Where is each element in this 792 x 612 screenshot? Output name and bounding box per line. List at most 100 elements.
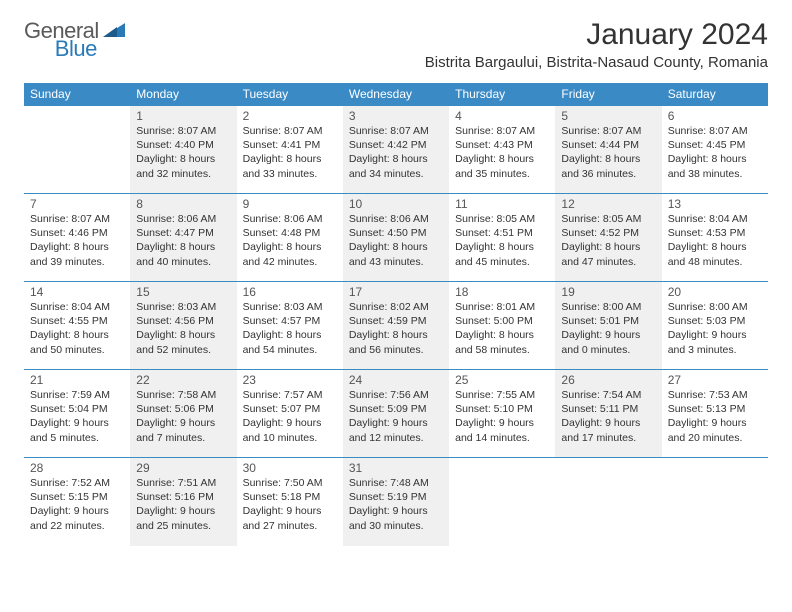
day-cell: 26Sunrise: 7:54 AMSunset: 5:11 PMDayligh… [555,370,661,458]
day-info: Sunrise: 7:55 AMSunset: 5:10 PMDaylight:… [455,388,549,445]
day-number: 2 [243,109,337,123]
day-number: 1 [136,109,230,123]
day-number: 31 [349,461,443,475]
empty-day-cell [555,458,661,546]
day-cell: 14Sunrise: 8:04 AMSunset: 4:55 PMDayligh… [24,282,130,370]
day-info: Sunrise: 7:58 AMSunset: 5:06 PMDaylight:… [136,388,230,445]
day-header: Sunday [24,83,130,106]
day-header: Thursday [449,83,555,106]
day-info: Sunrise: 7:51 AMSunset: 5:16 PMDaylight:… [136,476,230,533]
day-cell: 12Sunrise: 8:05 AMSunset: 4:52 PMDayligh… [555,194,661,282]
day-cell: 17Sunrise: 8:02 AMSunset: 4:59 PMDayligh… [343,282,449,370]
day-number: 26 [561,373,655,387]
empty-day-cell [662,458,768,546]
day-number: 17 [349,285,443,299]
calendar-week-row: 1Sunrise: 8:07 AMSunset: 4:40 PMDaylight… [24,106,768,194]
day-info: Sunrise: 8:04 AMSunset: 4:55 PMDaylight:… [30,300,124,357]
day-cell: 23Sunrise: 7:57 AMSunset: 5:07 PMDayligh… [237,370,343,458]
day-info: Sunrise: 7:56 AMSunset: 5:09 PMDaylight:… [349,388,443,445]
day-cell: 11Sunrise: 8:05 AMSunset: 4:51 PMDayligh… [449,194,555,282]
day-header: Monday [130,83,236,106]
location: Bistrita Bargaului, Bistrita-Nasaud Coun… [425,54,768,71]
day-info: Sunrise: 8:07 AMSunset: 4:43 PMDaylight:… [455,124,549,181]
day-header: Friday [555,83,661,106]
day-cell: 8Sunrise: 8:06 AMSunset: 4:47 PMDaylight… [130,194,236,282]
day-cell: 27Sunrise: 7:53 AMSunset: 5:13 PMDayligh… [662,370,768,458]
day-number: 3 [349,109,443,123]
day-cell: 5Sunrise: 8:07 AMSunset: 4:44 PMDaylight… [555,106,661,194]
day-cell: 21Sunrise: 7:59 AMSunset: 5:04 PMDayligh… [24,370,130,458]
day-number: 11 [455,197,549,211]
day-info: Sunrise: 7:54 AMSunset: 5:11 PMDaylight:… [561,388,655,445]
day-number: 28 [30,461,124,475]
day-cell: 30Sunrise: 7:50 AMSunset: 5:18 PMDayligh… [237,458,343,546]
day-cell: 10Sunrise: 8:06 AMSunset: 4:50 PMDayligh… [343,194,449,282]
day-cell: 18Sunrise: 8:01 AMSunset: 5:00 PMDayligh… [449,282,555,370]
day-number: 23 [243,373,337,387]
day-cell: 6Sunrise: 8:07 AMSunset: 4:45 PMDaylight… [662,106,768,194]
day-info: Sunrise: 7:50 AMSunset: 5:18 PMDaylight:… [243,476,337,533]
day-cell: 28Sunrise: 7:52 AMSunset: 5:15 PMDayligh… [24,458,130,546]
day-cell: 13Sunrise: 8:04 AMSunset: 4:53 PMDayligh… [662,194,768,282]
day-info: Sunrise: 8:05 AMSunset: 4:51 PMDaylight:… [455,212,549,269]
header: General Blue January 2024 Bistrita Barga… [24,18,768,79]
day-info: Sunrise: 8:04 AMSunset: 4:53 PMDaylight:… [668,212,762,269]
day-cell: 19Sunrise: 8:00 AMSunset: 5:01 PMDayligh… [555,282,661,370]
day-info: Sunrise: 7:52 AMSunset: 5:15 PMDaylight:… [30,476,124,533]
logo: General Blue [24,18,171,44]
day-number: 10 [349,197,443,211]
day-number: 22 [136,373,230,387]
day-info: Sunrise: 8:07 AMSunset: 4:41 PMDaylight:… [243,124,337,181]
day-cell: 1Sunrise: 8:07 AMSunset: 4:40 PMDaylight… [130,106,236,194]
day-info: Sunrise: 8:07 AMSunset: 4:44 PMDaylight:… [561,124,655,181]
day-cell: 4Sunrise: 8:07 AMSunset: 4:43 PMDaylight… [449,106,555,194]
day-number: 9 [243,197,337,211]
day-number: 21 [30,373,124,387]
day-info: Sunrise: 7:59 AMSunset: 5:04 PMDaylight:… [30,388,124,445]
day-number: 25 [455,373,549,387]
day-info: Sunrise: 7:53 AMSunset: 5:13 PMDaylight:… [668,388,762,445]
day-info: Sunrise: 8:00 AMSunset: 5:03 PMDaylight:… [668,300,762,357]
empty-day-cell [24,106,130,194]
calendar-week-row: 28Sunrise: 7:52 AMSunset: 5:15 PMDayligh… [24,458,768,546]
day-cell: 20Sunrise: 8:00 AMSunset: 5:03 PMDayligh… [662,282,768,370]
day-number: 15 [136,285,230,299]
day-number: 4 [455,109,549,123]
day-info: Sunrise: 8:01 AMSunset: 5:00 PMDaylight:… [455,300,549,357]
day-number: 18 [455,285,549,299]
day-number: 24 [349,373,443,387]
calendar-week-row: 21Sunrise: 7:59 AMSunset: 5:04 PMDayligh… [24,370,768,458]
day-info: Sunrise: 8:06 AMSunset: 4:48 PMDaylight:… [243,212,337,269]
day-info: Sunrise: 8:03 AMSunset: 4:57 PMDaylight:… [243,300,337,357]
day-number: 6 [668,109,762,123]
day-cell: 25Sunrise: 7:55 AMSunset: 5:10 PMDayligh… [449,370,555,458]
day-info: Sunrise: 8:07 AMSunset: 4:46 PMDaylight:… [30,212,124,269]
calendar-table: SundayMondayTuesdayWednesdayThursdayFrid… [24,83,768,546]
day-cell: 9Sunrise: 8:06 AMSunset: 4:48 PMDaylight… [237,194,343,282]
day-number: 7 [30,197,124,211]
day-info: Sunrise: 8:05 AMSunset: 4:52 PMDaylight:… [561,212,655,269]
calendar-body: 1Sunrise: 8:07 AMSunset: 4:40 PMDaylight… [24,106,768,546]
day-info: Sunrise: 8:06 AMSunset: 4:50 PMDaylight:… [349,212,443,269]
day-number: 27 [668,373,762,387]
day-number: 29 [136,461,230,475]
day-cell: 3Sunrise: 8:07 AMSunset: 4:42 PMDaylight… [343,106,449,194]
day-info: Sunrise: 8:00 AMSunset: 5:01 PMDaylight:… [561,300,655,357]
day-cell: 29Sunrise: 7:51 AMSunset: 5:16 PMDayligh… [130,458,236,546]
day-number: 5 [561,109,655,123]
day-info: Sunrise: 8:07 AMSunset: 4:40 PMDaylight:… [136,124,230,181]
day-cell: 7Sunrise: 8:07 AMSunset: 4:46 PMDaylight… [24,194,130,282]
day-info: Sunrise: 7:48 AMSunset: 5:19 PMDaylight:… [349,476,443,533]
month-title: January 2024 [425,18,768,52]
day-number: 12 [561,197,655,211]
day-number: 20 [668,285,762,299]
day-cell: 16Sunrise: 8:03 AMSunset: 4:57 PMDayligh… [237,282,343,370]
title-block: January 2024 Bistrita Bargaului, Bistrit… [425,18,768,79]
day-number: 30 [243,461,337,475]
day-number: 8 [136,197,230,211]
day-info: Sunrise: 8:07 AMSunset: 4:45 PMDaylight:… [668,124,762,181]
day-number: 16 [243,285,337,299]
empty-day-cell [449,458,555,546]
calendar-week-row: 14Sunrise: 8:04 AMSunset: 4:55 PMDayligh… [24,282,768,370]
calendar-week-row: 7Sunrise: 8:07 AMSunset: 4:46 PMDaylight… [24,194,768,282]
